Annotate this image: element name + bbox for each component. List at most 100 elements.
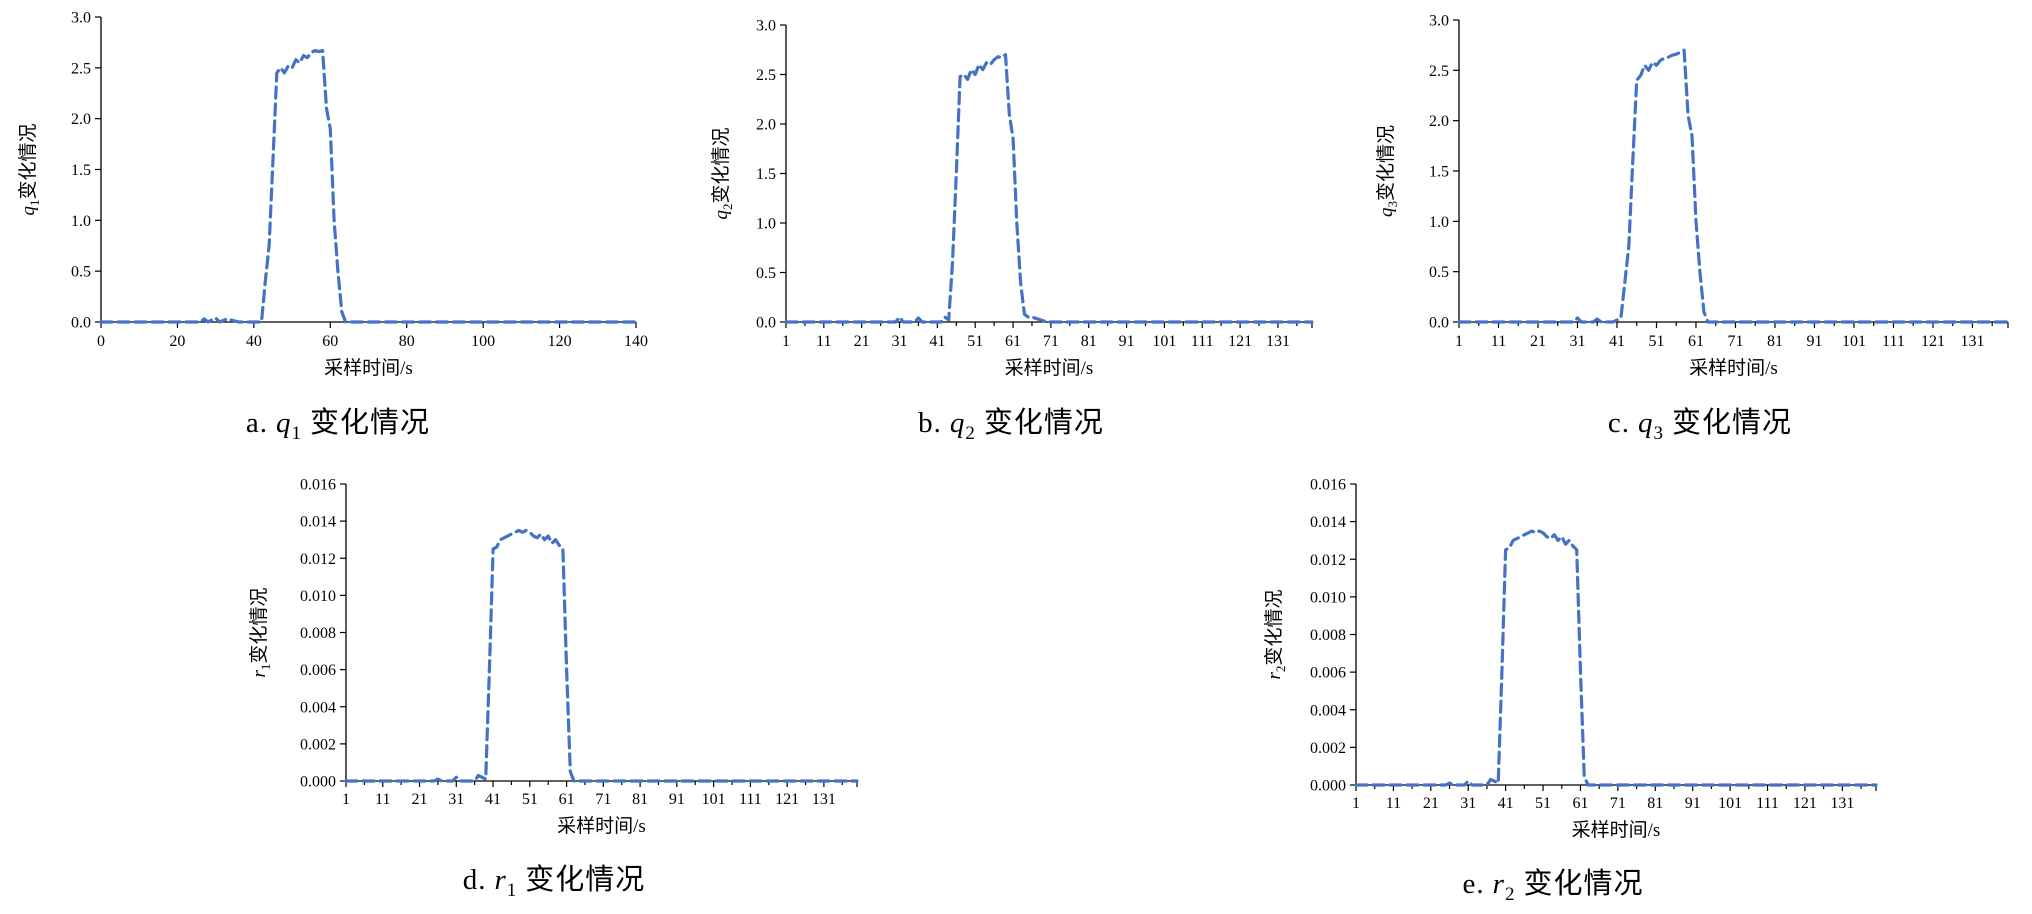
y-axis-title: q2变化情况 [710,127,735,219]
chart-panel-4: 0.000 0.002 0.004 0.006 0.008 0.010 0.012 0.014… [248,477,859,901]
x-tick-label: 131 [1830,795,1854,812]
x-tick-label: 91 [1806,333,1822,350]
x-axis-title: 采样时间/s [1572,819,1661,841]
y-tick-label: 0.006 [1310,665,1346,682]
y-tick-label: 0.014 [1310,514,1346,531]
x-tick-label: 101 [1152,333,1176,350]
x-tick-label: 111 [1882,333,1905,350]
y-tick-label: 1.5 [756,166,776,183]
caption-var: r [494,864,506,896]
caption-sub: 1 [507,880,518,901]
x-tick-label: 71 [1727,333,1743,350]
y-tick-label: 0.0 [756,315,776,332]
x-tick-label: 31 [892,333,908,350]
x-tick-label: 1 [1455,333,1463,350]
y-tick-label: 2.5 [1429,63,1449,80]
x-tick-label: 11 [816,333,831,350]
x-tick-label: 121 [1921,333,1945,350]
y-axis-title-sub: 1 [258,664,273,671]
y-axis-title-text: 变化情况 [17,123,39,199]
series-line-1 [344,528,859,783]
x-tick-label: 121 [1793,795,1817,812]
y-tick-label: 0.5 [71,264,91,281]
x-tick-label: 61 [1688,333,1704,350]
y-tick-label: 0.0 [1429,315,1449,332]
chart-panel-1: 0.0 0.5 1.0 1.5 2.0 2.5 3.0 0 20 40 60 80 100 120 140 采… [17,10,648,445]
x-tick-label: 80 [399,333,415,350]
x-tick-label: 41 [929,333,945,350]
caption-var: q [1638,407,1654,439]
x-tick-label: 0 [97,333,105,350]
panel-caption: a. q1 变化情况 [246,406,430,444]
y-tick-label: 0.016 [1310,477,1346,494]
y-tick-label: 0.006 [300,662,336,679]
y-tick-label: 1.5 [1429,164,1449,181]
y-tick-label: 1.5 [71,162,91,179]
x-tick-label: 31 [448,791,464,808]
caption-var: q [950,407,966,439]
y-axis-title-sub: 1 [27,200,42,207]
x-tick-label: 111 [1756,795,1779,812]
y-tick-label: 0.000 [1310,778,1346,795]
series-line-1 [784,53,1314,324]
x-tick-label: 41 [1609,333,1625,350]
x-tick-label: 81 [632,791,648,808]
series-line-1 [99,48,638,324]
x-tick-label: 41 [1498,795,1514,812]
y-tick-label: 0.0 [71,315,91,332]
y-axis-title-text: 变化情况 [1263,590,1285,666]
x-tick-label: 131 [1960,333,1984,350]
x-tick-label: 40 [246,333,262,350]
x-tick-label: 140 [624,333,648,350]
caption-suffix: 变化情况 [984,406,1104,439]
x-axis-title: 采样时间/s [1005,357,1094,379]
y-tick-label: 0.010 [1310,589,1346,606]
y-tick-label: 0.5 [1429,264,1449,281]
y-axis-title: r2变化情况 [1263,590,1288,680]
x-tick-label: 101 [1842,333,1866,350]
x-tick-label: 11 [1491,333,1506,350]
x-tick-label: 101 [1718,795,1742,812]
y-axis-title-text: 变化情况 [1375,125,1397,201]
caption-suffix: 变化情况 [1523,867,1643,900]
y-tick-label: 1.0 [756,216,776,233]
y-tick-label: 0.012 [1310,552,1346,569]
x-tick-label: 1 [1352,795,1360,812]
y-tick-label: 3.0 [1429,13,1449,30]
y-tick-label: 0.008 [1310,627,1346,644]
caption-prefix: b. [918,407,942,439]
x-tick-label: 31 [1569,333,1585,350]
caption-suffix: 变化情况 [1672,406,1792,439]
x-tick-label: 21 [1423,795,1439,812]
y-axis-title: q3变化情况 [1375,125,1400,217]
x-tick-label: 81 [1081,333,1097,350]
y-tick-label: 1.0 [71,213,91,230]
x-tick-label: 61 [559,791,575,808]
y-axis-title-text: 变化情况 [248,588,270,664]
x-tick-label: 51 [1648,333,1664,350]
x-axis-title: 采样时间/s [324,357,413,379]
y-axis-title: q1变化情况 [17,123,42,215]
y-axis-title-text: 变化情况 [710,127,732,203]
y-tick-label: 0.004 [300,699,336,716]
x-tick-label: 111 [739,791,762,808]
y-tick-label: 0.004 [1310,702,1346,719]
x-tick-label: 131 [812,791,836,808]
y-tick-label: 0.016 [300,477,336,494]
x-tick-label: 71 [1610,795,1626,812]
caption-prefix: c. [1608,407,1630,439]
y-tick-label: 0.014 [300,514,336,531]
panel-caption: d. r1 变化情况 [463,863,646,901]
x-tick-label: 91 [669,791,685,808]
caption-var: q [276,407,292,439]
x-tick-label: 71 [595,791,611,808]
y-axis-title-var: r [249,669,270,677]
caption-sub: 1 [292,423,303,444]
x-axis-title: 采样时间/s [1689,357,1778,379]
x-tick-label: 121 [775,791,799,808]
caption-prefix: a. [246,407,268,439]
caption-prefix: e. [1463,868,1485,900]
chart-panel-3: 0.00.51.01.52.02.53.01 11 21 31 41 51 61 71 81 91… [1375,13,2010,444]
x-tick-label: 11 [1386,795,1401,812]
